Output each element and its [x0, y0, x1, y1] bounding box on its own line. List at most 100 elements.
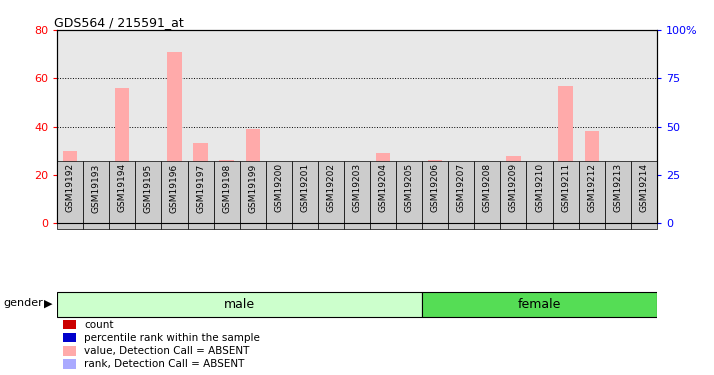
Bar [115, 88, 129, 223]
Bar [563, 184, 569, 223]
Bar [301, 211, 308, 223]
Bar [171, 180, 178, 223]
Bar [370, 161, 396, 229]
Bar [526, 161, 553, 229]
Bar [188, 161, 213, 229]
Bar [578, 161, 605, 229]
Bar [615, 222, 621, 223]
Bar [63, 151, 77, 223]
Text: GSM19208: GSM19208 [483, 163, 492, 212]
Text: ▶: ▶ [44, 298, 53, 308]
Text: GSM19213: GSM19213 [613, 163, 623, 212]
Bar [501, 161, 526, 229]
Bar [63, 333, 76, 342]
Bar [588, 192, 595, 223]
Bar [474, 161, 501, 229]
Bar [292, 161, 318, 229]
Bar [533, 170, 547, 223]
Bar [511, 204, 517, 223]
Text: GSM19210: GSM19210 [535, 163, 544, 212]
Text: GSM19194: GSM19194 [118, 163, 127, 212]
Text: GSM19198: GSM19198 [222, 163, 231, 213]
Bar [63, 320, 76, 329]
Bar [350, 175, 364, 223]
Bar [109, 161, 136, 229]
Bar [63, 346, 76, 355]
Bar [553, 161, 578, 229]
Text: rank, Detection Call = ABSENT: rank, Detection Call = ABSENT [84, 359, 244, 369]
Bar [136, 161, 161, 229]
Text: GSM19199: GSM19199 [248, 163, 257, 213]
Text: GSM19201: GSM19201 [301, 163, 309, 212]
Text: GSM19203: GSM19203 [353, 163, 361, 212]
Bar [481, 180, 495, 223]
Bar [640, 201, 647, 223]
Bar [271, 206, 286, 223]
Bar [376, 153, 391, 223]
Text: value, Detection Call = ABSENT: value, Detection Call = ABSENT [84, 346, 249, 356]
Bar [605, 161, 630, 229]
Bar [119, 187, 126, 223]
Bar [428, 160, 443, 223]
Bar [458, 221, 465, 223]
Text: GDS564 / 215591_at: GDS564 / 215591_at [54, 16, 184, 29]
Text: GSM19192: GSM19192 [66, 163, 75, 212]
Bar [406, 221, 413, 223]
Bar [223, 199, 230, 223]
Bar [219, 160, 233, 223]
Text: percentile rank within the sample: percentile rank within the sample [84, 333, 260, 343]
Bar [318, 161, 344, 229]
Bar [396, 161, 422, 229]
Bar [506, 156, 521, 223]
Bar [213, 161, 240, 229]
Text: GSM19204: GSM19204 [378, 163, 388, 212]
Text: GSM19200: GSM19200 [274, 163, 283, 212]
Bar [610, 222, 625, 223]
Bar [57, 161, 84, 229]
Text: GSM19193: GSM19193 [91, 163, 101, 213]
Bar [536, 192, 543, 223]
Bar [328, 204, 334, 223]
Bar [141, 222, 156, 223]
Bar [432, 201, 438, 223]
Bar [89, 163, 104, 223]
Bar [344, 161, 370, 229]
Bar [558, 86, 573, 223]
Bar [630, 161, 657, 229]
Bar [246, 129, 260, 223]
Bar [266, 161, 292, 229]
Bar [402, 213, 416, 223]
Bar [249, 199, 256, 223]
Bar [145, 222, 151, 223]
Text: GSM19207: GSM19207 [457, 163, 466, 212]
Bar [240, 161, 266, 229]
Bar [637, 175, 651, 223]
Text: GSM19195: GSM19195 [144, 163, 153, 213]
Bar [161, 161, 188, 229]
Bar [422, 292, 657, 317]
Bar [93, 201, 99, 223]
Bar [67, 199, 74, 223]
Bar [422, 161, 448, 229]
Bar [585, 131, 599, 223]
Text: female: female [518, 298, 561, 310]
Text: gender: gender [4, 298, 44, 308]
Bar [57, 292, 422, 317]
Bar [323, 184, 338, 223]
Text: GSM19214: GSM19214 [639, 163, 648, 212]
Bar [454, 218, 468, 223]
Text: GSM19209: GSM19209 [509, 163, 518, 212]
Text: GSM19197: GSM19197 [196, 163, 205, 213]
Text: GSM19196: GSM19196 [170, 163, 179, 213]
Bar [380, 199, 386, 223]
Bar [167, 52, 181, 223]
Text: count: count [84, 320, 114, 330]
Text: GSM19202: GSM19202 [326, 163, 336, 212]
Bar [484, 209, 491, 223]
Bar [298, 192, 312, 223]
Bar [448, 161, 474, 229]
Bar [193, 144, 208, 223]
Bar [353, 201, 361, 223]
Text: GSM19205: GSM19205 [405, 163, 413, 212]
Text: GSM19212: GSM19212 [587, 163, 596, 212]
